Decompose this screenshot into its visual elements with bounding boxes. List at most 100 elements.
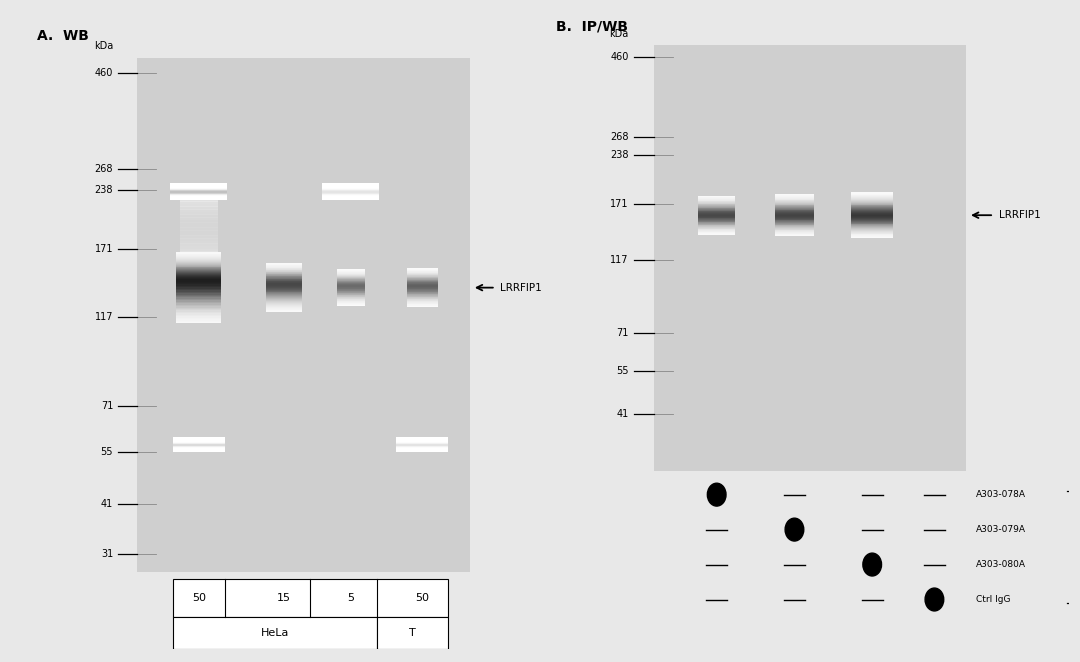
Text: 171: 171 [610, 199, 629, 209]
Bar [176, 276, 221, 277]
Bar [267, 287, 302, 289]
Bar [267, 289, 302, 291]
Bar [176, 313, 221, 315]
Bar [179, 199, 218, 202]
Bar [176, 314, 221, 316]
Bar [775, 216, 814, 217]
Bar [337, 300, 365, 301]
Bar [406, 297, 437, 298]
Bar [267, 281, 302, 282]
Bar [337, 298, 365, 299]
Bar [698, 202, 735, 203]
Bar [698, 226, 735, 228]
Bar [406, 289, 437, 290]
Bar [337, 283, 365, 284]
Bar [698, 209, 735, 210]
Bar [337, 273, 365, 274]
Bar [176, 306, 221, 308]
Bar [775, 223, 814, 224]
Bar [698, 233, 735, 234]
Bar [775, 202, 814, 203]
Bar [851, 206, 893, 207]
Bar [775, 235, 814, 236]
Bar [337, 278, 365, 279]
Bar [267, 302, 302, 303]
Bar [406, 290, 437, 291]
Bar [698, 220, 735, 222]
Bar [396, 444, 448, 446]
Bar [179, 248, 218, 252]
Text: 50: 50 [415, 593, 429, 603]
Bar [171, 183, 227, 185]
Bar [176, 317, 221, 319]
Bar [337, 277, 365, 278]
Bar [267, 277, 302, 278]
Bar [698, 234, 735, 235]
Bar [337, 280, 365, 281]
Bar [775, 218, 814, 220]
Bar [851, 215, 893, 216]
Text: 41: 41 [617, 410, 629, 420]
Bar [775, 222, 814, 223]
Bar [337, 282, 365, 283]
Bar [337, 271, 365, 272]
Bar [406, 306, 437, 307]
Bar [698, 213, 735, 214]
Bar [337, 291, 365, 292]
Bar [267, 300, 302, 301]
Bar [176, 307, 221, 309]
Bar [851, 230, 893, 232]
Bar [851, 225, 893, 226]
Text: 5: 5 [348, 593, 354, 603]
Bar [406, 293, 437, 294]
Bar [176, 273, 221, 275]
Bar [267, 270, 302, 271]
Bar [322, 189, 379, 191]
Bar [179, 217, 218, 220]
Bar [396, 447, 448, 448]
Bar [176, 281, 221, 283]
Text: 15: 15 [278, 593, 292, 603]
Bar [396, 440, 448, 442]
Bar [267, 307, 302, 308]
Bar [171, 185, 227, 187]
Bar [851, 203, 893, 205]
Text: 71: 71 [617, 328, 629, 338]
Bar [322, 193, 379, 195]
Bar [267, 273, 302, 274]
Bar [337, 285, 365, 286]
Bar [322, 183, 379, 185]
Bar [176, 269, 221, 270]
Bar [267, 280, 302, 281]
Text: Ctrl IgG: Ctrl IgG [976, 595, 1011, 604]
Bar [179, 212, 218, 215]
Bar [851, 231, 893, 232]
Bar [851, 221, 893, 222]
Bar [267, 267, 302, 268]
Bar [267, 271, 302, 272]
Bar [171, 199, 227, 200]
Text: 31: 31 [100, 549, 113, 559]
Bar [173, 443, 225, 445]
Bar [267, 274, 302, 275]
Bar [851, 224, 893, 225]
Bar [171, 192, 227, 194]
Bar [179, 230, 218, 233]
Bar [775, 209, 814, 211]
Bar [267, 273, 302, 275]
Bar [406, 285, 437, 287]
Bar [775, 233, 814, 234]
Bar [173, 447, 225, 448]
Bar [337, 296, 365, 297]
Bar [176, 260, 221, 262]
Bar [179, 243, 218, 246]
Bar [775, 201, 814, 202]
Bar [176, 301, 221, 303]
Bar [698, 210, 735, 211]
Bar [337, 275, 365, 276]
Bar [176, 280, 221, 281]
Bar [171, 189, 227, 191]
Bar [171, 187, 227, 189]
Bar [406, 303, 437, 304]
Bar [179, 222, 218, 225]
